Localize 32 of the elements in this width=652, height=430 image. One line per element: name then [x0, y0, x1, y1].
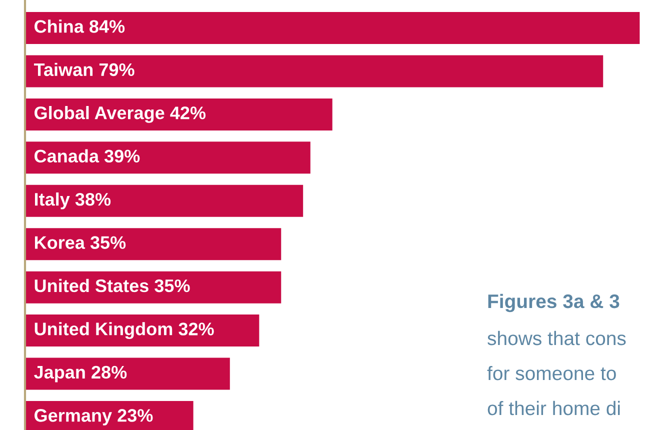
data-label: 35%: [90, 236, 126, 249]
bar: [25, 55, 604, 88]
data-label: 28%: [92, 366, 127, 379]
y-tick-label: Germany: [34, 409, 112, 426]
bar: [25, 184, 304, 217]
y-tick-label: Global Average: [34, 106, 164, 123]
y-tick-label: Canada: [34, 149, 100, 163]
data-label: 79%: [99, 63, 134, 76]
data-label: 84%: [90, 20, 125, 33]
data-label: 23%: [118, 409, 153, 422]
annotation: for someone to: [487, 366, 616, 380]
data-label: 38%: [75, 192, 111, 206]
y-tick-label: Italy: [34, 192, 70, 210]
data-label: 42%: [170, 106, 206, 120]
y-tick-label: Korea: [34, 236, 86, 249]
bar: [25, 271, 282, 304]
bar: [25, 358, 230, 390]
bar: [25, 142, 310, 174]
y-tick-label: United Kingdom: [34, 322, 172, 340]
bar: [25, 228, 282, 260]
data-label: 39%: [104, 150, 140, 163]
y-tick-label: United States: [34, 278, 148, 292]
data-label: 32%: [178, 322, 214, 336]
annotation: shows that cons: [488, 330, 626, 346]
bar: [25, 12, 640, 44]
y-tick-label: China: [34, 20, 84, 33]
annotation: of their home di: [488, 400, 620, 416]
y-tick-label: Taiwan: [34, 62, 93, 76]
y-tick-label: Japan: [34, 366, 85, 382]
annotation: Figures 3a & 3: [488, 294, 620, 312]
bar: [25, 98, 332, 130]
data-label: 35%: [154, 279, 190, 292]
